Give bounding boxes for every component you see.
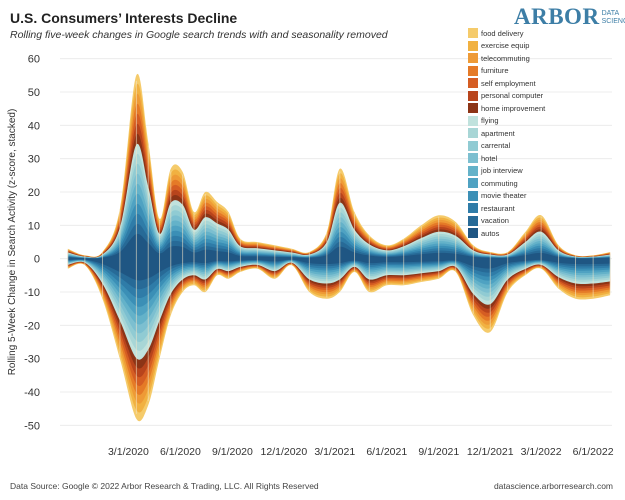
legend-item: exercise equip xyxy=(468,40,545,53)
legend-swatch xyxy=(468,128,478,139)
logo-subtext: DATA SCIENCE xyxy=(601,10,625,25)
legend-item: food delivery xyxy=(468,27,545,40)
legend-swatch xyxy=(468,165,478,176)
legend-item: job interview xyxy=(468,165,545,178)
legend-swatch xyxy=(468,40,478,51)
chart-subtitle: Rolling five-week changes in Google sear… xyxy=(10,29,388,41)
legend-label: restaurant xyxy=(481,203,515,213)
y-tick-label: 30 xyxy=(28,154,40,166)
legend-label: home improvement xyxy=(481,103,546,113)
y-tick-label: 60 xyxy=(28,54,40,66)
legend-item: vacation xyxy=(468,215,545,228)
website-url: datascience.arborresearch.com xyxy=(493,481,613,491)
legend-item: commuting xyxy=(468,177,545,190)
legend-swatch xyxy=(468,28,478,39)
y-tick-label: 0 xyxy=(34,254,40,266)
legend-label: personal computer xyxy=(481,91,544,101)
legend-label: autos xyxy=(481,228,500,238)
legend-swatch xyxy=(468,215,478,226)
legend-label: self employment xyxy=(481,78,536,88)
legend-swatch xyxy=(468,53,478,64)
legend-item: restaurant xyxy=(468,202,545,215)
legend-item: flying xyxy=(468,115,545,128)
area-bands xyxy=(67,73,611,422)
x-tick-label: 3/1/2020 xyxy=(108,446,149,458)
legend-item: personal computer xyxy=(468,90,545,103)
x-tick-label: 12/1/2020 xyxy=(261,446,308,458)
y-tick-label: 50 xyxy=(28,87,40,99)
legend-label: furniture xyxy=(481,66,509,76)
legend-swatch xyxy=(468,65,478,76)
x-tick-label: 6/1/2022 xyxy=(573,446,614,458)
x-tick-label: 3/1/2021 xyxy=(314,446,355,458)
y-tick-label: -10 xyxy=(24,287,40,299)
legend-item: self employment xyxy=(468,77,545,90)
y-axis-title: Rolling 5-Week Change in Search Activity… xyxy=(7,109,18,376)
legend-item: hotel xyxy=(468,152,545,165)
legend-swatch xyxy=(468,90,478,101)
data-source-note: Data Source: Google © 2022 Arbor Researc… xyxy=(10,481,319,491)
legend-item: home improvement xyxy=(468,102,545,115)
legend-swatch xyxy=(468,153,478,164)
y-tick-label: 40 xyxy=(28,120,40,132)
legend-item: furniture xyxy=(468,65,545,78)
legend-label: flying xyxy=(481,116,499,126)
chart-title: U.S. Consumers’ Interests Decline xyxy=(10,10,238,26)
legend-swatch xyxy=(468,78,478,89)
legend-label: exercise equip xyxy=(481,41,530,51)
legend-label: telecommuting xyxy=(481,53,530,63)
arbor-logo: ARBOR DATA SCIENCE xyxy=(514,4,625,30)
x-tick-label: 12/1/2021 xyxy=(467,446,514,458)
y-tick-label: -50 xyxy=(24,420,40,432)
legend-swatch xyxy=(468,103,478,114)
x-tick-label: 9/1/2020 xyxy=(212,446,253,458)
legend-item: carrental xyxy=(468,140,545,153)
y-tick-label: 20 xyxy=(28,187,40,199)
area-band-autos xyxy=(67,233,611,281)
legend-item: movie theater xyxy=(468,190,545,203)
x-tick-label: 6/1/2021 xyxy=(366,446,407,458)
chart-legend: food delivery exercise equip telecommuting… xyxy=(468,27,545,240)
legend-label: movie theater xyxy=(481,191,527,201)
legend-item: apartment xyxy=(468,127,545,140)
y-tick-label: -20 xyxy=(24,320,40,332)
period-separators xyxy=(67,80,611,414)
legend-swatch xyxy=(468,190,478,201)
x-tick-label: 9/1/2021 xyxy=(418,446,459,458)
y-tick-label: 10 xyxy=(28,220,40,232)
legend-label: vacation xyxy=(481,216,509,226)
y-tick-label: -40 xyxy=(24,387,40,399)
legend-label: apartment xyxy=(481,128,515,138)
x-tick-label: 3/1/2022 xyxy=(521,446,562,458)
logo-wordmark: ARBOR xyxy=(514,4,600,29)
legend-label: carrental xyxy=(481,141,511,151)
x-tick-label: 6/1/2020 xyxy=(160,446,201,458)
legend-swatch xyxy=(468,203,478,214)
legend-swatch xyxy=(468,115,478,126)
y-tick-label: -30 xyxy=(24,354,40,366)
legend-swatch xyxy=(468,140,478,151)
legend-swatch xyxy=(468,228,478,239)
legend-item: autos xyxy=(468,227,545,240)
legend-item: telecommuting xyxy=(468,52,545,65)
legend-label: food delivery xyxy=(481,28,524,38)
legend-label: job interview xyxy=(481,166,523,176)
legend-label: commuting xyxy=(481,178,518,188)
legend-swatch xyxy=(468,178,478,189)
legend-label: hotel xyxy=(481,153,498,163)
